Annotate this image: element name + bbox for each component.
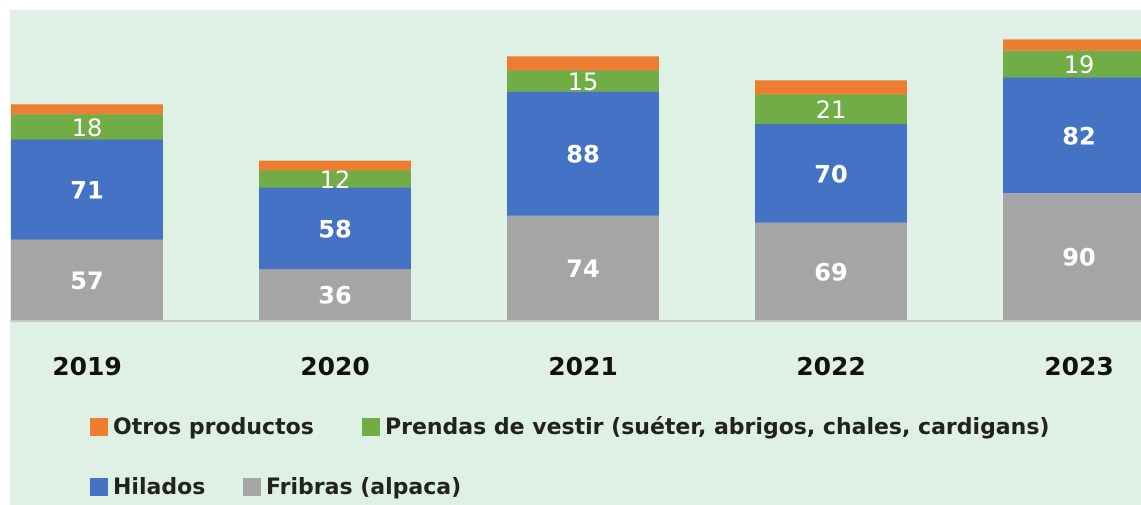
x-tick-label: 2020: [300, 352, 370, 381]
bar-segment: [507, 70, 659, 92]
bar-segment: [755, 80, 907, 95]
data-label: 82: [1062, 122, 1095, 150]
x-tick-label: 2021: [548, 352, 618, 381]
legend-label: Otros productos: [113, 415, 314, 440]
data-label: 71: [70, 177, 103, 205]
bar-segment: [259, 170, 411, 188]
bar-segment: [755, 94, 907, 125]
bar-segment: [259, 160, 411, 171]
data-label: 90: [1062, 244, 1095, 272]
legend-swatch: [243, 478, 261, 496]
data-label: 15: [568, 68, 599, 96]
legend-label: Fribras (alpaca): [266, 475, 461, 500]
data-label: 58: [318, 215, 351, 243]
bar-segment: [259, 269, 411, 320]
data-label: 74: [566, 255, 599, 283]
data-label: 19: [1064, 51, 1095, 79]
data-label: 70: [814, 160, 847, 188]
bar-segment: [755, 222, 907, 320]
bar-segment: [755, 124, 907, 223]
bar-segment: [1003, 77, 1141, 194]
legend-swatch: [90, 418, 108, 436]
legend-swatch: [362, 418, 380, 436]
data-label: 21: [816, 96, 847, 124]
x-tick-label: 2019: [52, 352, 122, 381]
data-label: 57: [70, 267, 103, 295]
bar-segment: [259, 187, 411, 270]
bar-segment: [11, 239, 163, 320]
bar-segment: [11, 104, 163, 115]
legend-label: Hilados: [113, 475, 205, 500]
data-label: 36: [318, 282, 351, 310]
legend-label: Prendas de vestir (suéter, abrigos, chal…: [385, 415, 1049, 440]
legend-swatch: [90, 478, 108, 496]
data-label: 18: [72, 114, 103, 142]
data-label: 69: [814, 258, 847, 286]
x-tick-label: 2023: [1044, 352, 1114, 381]
bar-segment: [11, 139, 163, 240]
bar-segment: [1003, 193, 1141, 320]
x-tick-label: 2022: [796, 352, 866, 381]
bar-segment: [507, 56, 659, 71]
data-label: 12: [320, 166, 351, 194]
bar-segment: [1003, 39, 1141, 51]
bar-segment: [507, 215, 659, 320]
bar-segment: [1003, 50, 1141, 78]
bar-segment: [11, 114, 163, 140]
bar-segment: [507, 91, 659, 216]
data-label: 88: [566, 141, 599, 169]
